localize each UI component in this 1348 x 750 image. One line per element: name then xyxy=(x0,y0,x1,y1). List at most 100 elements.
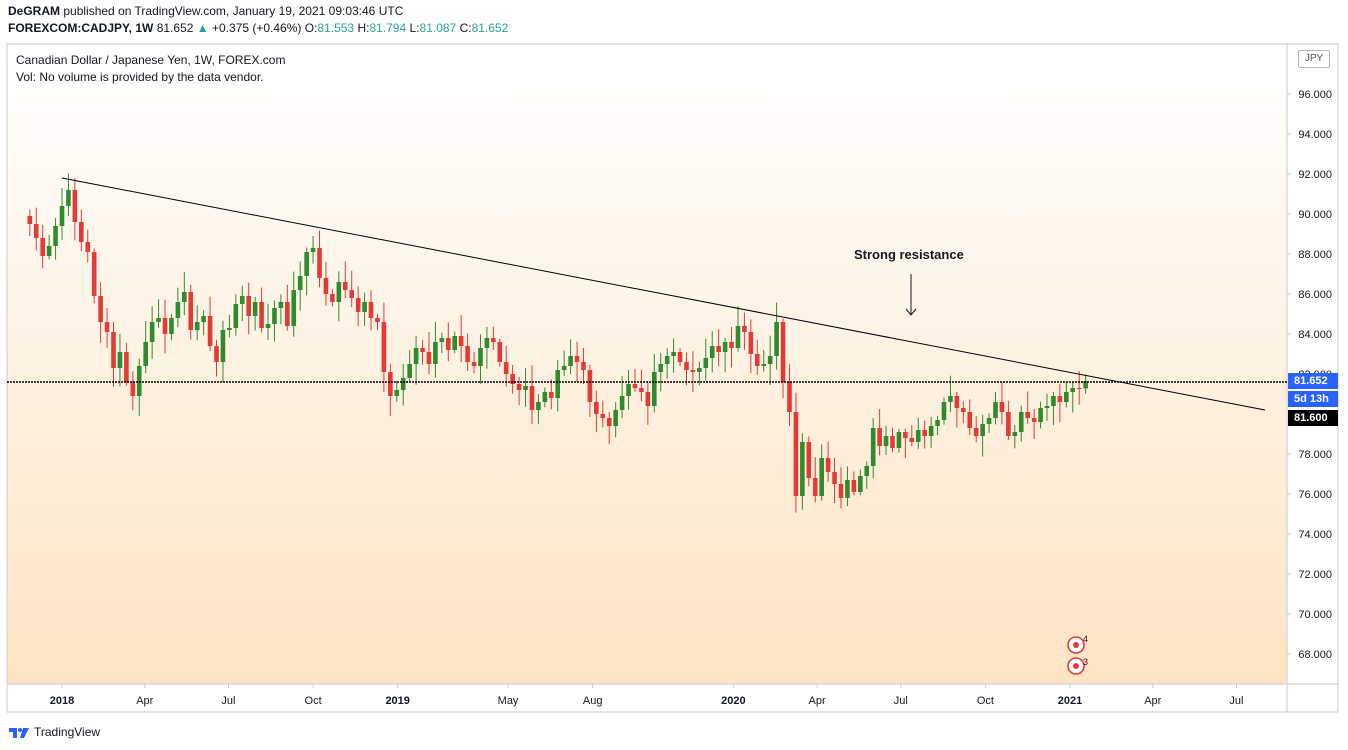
candle-body xyxy=(381,322,387,372)
candle xyxy=(651,353,657,413)
candle xyxy=(542,387,548,408)
candle-body xyxy=(941,402,947,420)
candle-body xyxy=(1070,388,1076,392)
candle-body xyxy=(491,338,496,342)
candle-body xyxy=(986,418,992,424)
candle xyxy=(516,376,522,406)
candle-body xyxy=(471,362,477,366)
candle xyxy=(877,408,882,456)
candle xyxy=(355,286,361,327)
candle-body xyxy=(323,278,329,294)
candle-body xyxy=(896,432,902,448)
candle xyxy=(581,347,586,385)
candle xyxy=(124,342,129,386)
time-tick-label: Jul xyxy=(894,695,908,707)
candle xyxy=(381,302,387,392)
candle xyxy=(413,335,419,385)
candle xyxy=(182,272,187,316)
currency-label[interactable]: JPY xyxy=(1298,50,1330,68)
candles-series xyxy=(27,173,1088,513)
price-tick-label: 90.000 xyxy=(1298,209,1332,221)
candle-body xyxy=(130,382,136,396)
time-tick-label: Jul xyxy=(221,695,235,707)
time-tick-label: Oct xyxy=(305,695,322,707)
candle-body xyxy=(1012,432,1018,436)
candle-body xyxy=(536,402,541,410)
author-name[interactable]: DeGRAM xyxy=(8,4,61,18)
candle-body xyxy=(806,442,812,478)
time-axis[interactable]: 2018 Apr Jul Oct 2019 May Aug 2020 Apr Jul Oct 2021… xyxy=(50,684,1244,707)
candle xyxy=(433,321,438,378)
close-label: C: xyxy=(459,21,472,35)
candle xyxy=(1038,401,1043,429)
time-tick-label: Oct xyxy=(977,695,994,707)
published-text: published on TradingView.com, January 19… xyxy=(63,4,404,18)
candle xyxy=(645,382,651,425)
chart-frame[interactable]: 68.00070.00072.00074.00076.00078.00080.0… xyxy=(0,40,1348,716)
candle-body xyxy=(954,396,960,408)
candle xyxy=(671,338,676,373)
footer-brand[interactable]: TradingView xyxy=(8,722,100,742)
candle-body xyxy=(317,248,322,278)
plot-background xyxy=(7,44,1287,684)
candle xyxy=(452,331,458,354)
candle xyxy=(555,360,561,412)
candle xyxy=(606,411,612,445)
time-tick-label: Apr xyxy=(809,695,826,707)
candle-body xyxy=(748,332,754,354)
candle-body xyxy=(413,348,419,364)
trend-line[interactable] xyxy=(61,177,1266,411)
candle xyxy=(1064,382,1069,408)
time-tick-label: 2020 xyxy=(721,695,745,707)
candle-body xyxy=(709,346,715,358)
time-tick-label: 2018 xyxy=(50,695,74,707)
publish-info: DeGRAM published on TradingView.com, Jan… xyxy=(8,4,403,18)
candle xyxy=(754,339,760,375)
candle xyxy=(291,271,297,337)
chart-title: Canadian Dollar / Japanese Yen, 1W, FORE… xyxy=(16,53,286,67)
candle-body xyxy=(111,332,116,368)
candle xyxy=(961,401,966,424)
price-tick-label: 96.000 xyxy=(1298,89,1332,101)
candle-body xyxy=(864,466,870,476)
candle-body xyxy=(285,302,290,326)
candle-body xyxy=(948,396,953,402)
candle xyxy=(272,300,277,342)
candle-body xyxy=(59,206,65,226)
candle-body xyxy=(967,412,973,428)
candle-body xyxy=(587,370,593,402)
event-flag-icon-4[interactable]: 4 xyxy=(1067,634,1088,654)
candle-body xyxy=(124,352,129,382)
time-tick-label: 2019 xyxy=(385,695,409,707)
candle-body xyxy=(722,342,728,352)
price-tick-label: 92.000 xyxy=(1298,169,1332,181)
candle xyxy=(156,299,161,328)
candle-body xyxy=(973,428,979,436)
candle-body xyxy=(362,302,367,312)
candle xyxy=(1070,382,1076,413)
event-count-3: 3 xyxy=(1083,657,1088,667)
candle-body xyxy=(877,428,882,446)
candle-body xyxy=(136,366,142,396)
candle-body xyxy=(368,302,374,318)
candle xyxy=(265,303,271,340)
candle-body xyxy=(697,368,702,372)
event-flag-icon-3[interactable]: 3 xyxy=(1067,657,1088,675)
strong-resistance-annotation[interactable]: Strong resistance xyxy=(854,247,964,262)
candle-body xyxy=(342,282,348,290)
candle-body xyxy=(1018,412,1024,432)
candle xyxy=(46,234,52,260)
candle-body xyxy=(85,242,91,252)
candle xyxy=(864,461,870,489)
candle xyxy=(214,339,219,377)
candle xyxy=(600,400,606,428)
candle-body xyxy=(40,238,45,256)
candle xyxy=(928,416,934,448)
candle xyxy=(503,345,509,387)
candle xyxy=(169,314,174,341)
candle xyxy=(323,261,329,306)
candle xyxy=(227,314,232,338)
candle-body xyxy=(812,478,818,496)
close-value: 81.652 xyxy=(471,21,509,35)
candle xyxy=(812,457,818,503)
